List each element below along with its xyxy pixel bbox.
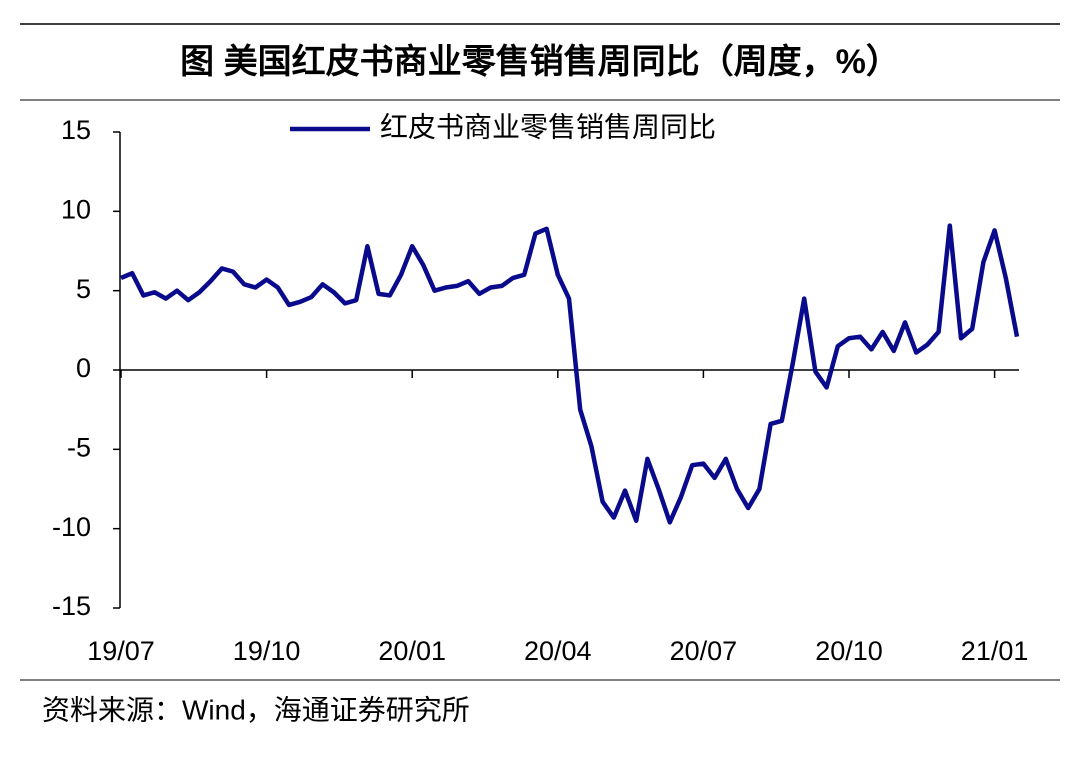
y-tick-label: -10 — [52, 512, 91, 542]
data-line — [120, 223, 1020, 525]
chart-title: 图 美国红皮书商业零售销售周同比（周度，%） — [180, 42, 900, 81]
x-tick-label: 20/01 — [378, 636, 446, 666]
y-tick-label: 15 — [61, 115, 91, 145]
x-tick-label: 19/07 — [87, 636, 155, 666]
x-tick-label: 20/07 — [670, 636, 738, 666]
legend-label: 红皮书商业零售销售周同比 — [380, 111, 716, 142]
y-tick-label: -5 — [67, 432, 91, 462]
y-tick-label: 0 — [76, 353, 91, 383]
source: 资料来源：Wind，海通证券研究所 — [42, 694, 470, 725]
y-tick-label: -15 — [52, 591, 91, 621]
x-tick-label: 21/01 — [961, 636, 1029, 666]
x-tick-label: 20/04 — [524, 636, 592, 666]
y-tick-label: 5 — [76, 274, 91, 304]
y-tick-label: 10 — [61, 194, 91, 224]
x-tick-label: 19/10 — [233, 636, 301, 666]
x-tick-label: 20/10 — [815, 636, 883, 666]
